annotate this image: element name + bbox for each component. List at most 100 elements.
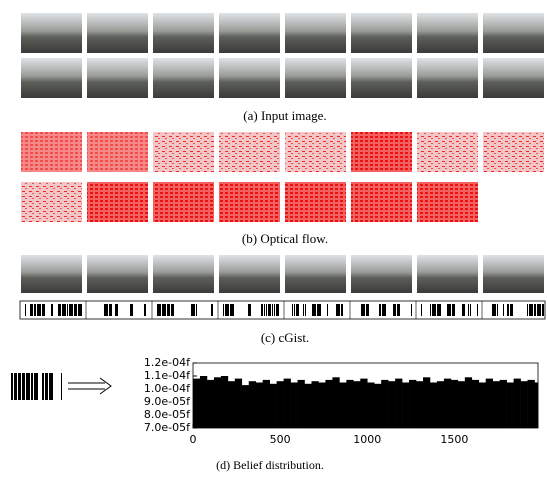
cgist-image <box>483 255 544 293</box>
barcode-stripe <box>336 304 340 316</box>
barcode-stripe <box>31 373 33 400</box>
barcode-stripe <box>272 304 273 316</box>
barcode-stripe <box>157 304 161 316</box>
bar <box>255 382 263 428</box>
input-image <box>87 58 148 98</box>
barcode-stripe <box>11 373 13 400</box>
x-tick-label: 500 <box>270 433 291 446</box>
bar <box>534 382 539 428</box>
barcode-stripe <box>42 373 44 400</box>
bar <box>513 378 521 428</box>
bar <box>241 385 250 428</box>
barcode-stripe <box>78 304 82 316</box>
images <box>11 13 546 400</box>
input-image <box>219 58 280 98</box>
barcode-stripe <box>223 304 224 316</box>
bar <box>436 381 445 428</box>
barcode-stripe <box>261 304 263 316</box>
bar <box>262 379 270 428</box>
chart: 7.0e-05f8.0e-05f9.0e-05f1.0e-04f1.1e-04f… <box>144 356 539 446</box>
caption: (c) cGist. <box>261 330 309 345</box>
caption: (d) Belief distribution. <box>216 458 324 472</box>
barcode-stripe <box>264 304 265 316</box>
barcode-stripe <box>527 304 528 316</box>
barcode-stripe <box>34 304 36 316</box>
barcode-stripe <box>196 304 197 316</box>
caption: (b) Optical flow. <box>242 231 328 246</box>
bar <box>248 381 257 428</box>
input-image <box>21 58 82 98</box>
bar <box>339 382 347 428</box>
barcode-stripe <box>30 304 33 316</box>
x-tick-label: 0 <box>190 433 197 446</box>
bar <box>499 379 507 428</box>
barcode-stripe <box>14 373 17 400</box>
bar <box>464 377 473 428</box>
flow-image <box>417 182 478 222</box>
bar <box>227 381 236 428</box>
bar <box>353 381 361 428</box>
bar <box>367 382 375 428</box>
flow-image <box>285 182 346 222</box>
input-image <box>21 13 82 53</box>
flow-image <box>219 132 280 172</box>
arrow <box>68 377 112 395</box>
barcode-stripe <box>430 304 431 316</box>
bar <box>485 378 493 428</box>
bar <box>527 379 535 428</box>
barcode-stripe <box>510 304 513 316</box>
barcode-stripe <box>303 304 304 316</box>
bar <box>193 378 201 428</box>
bar <box>325 379 333 428</box>
y-tick-label: 1.1e-04f <box>144 369 191 382</box>
barcode-stripe <box>191 304 195 316</box>
barcode-stripe <box>379 304 381 316</box>
barcode-stripe <box>542 304 544 316</box>
input-image <box>219 13 280 53</box>
y-tick-label: 1.2e-04f <box>144 356 191 369</box>
bar <box>360 378 368 428</box>
input-image <box>483 13 544 53</box>
barcode-stripe <box>162 304 166 316</box>
bar <box>478 382 487 428</box>
barcode-stripe <box>361 304 365 316</box>
bar <box>276 381 284 428</box>
bar <box>318 382 326 428</box>
cgist-image <box>87 255 148 293</box>
bar <box>381 379 389 428</box>
barcode-stripe <box>51 304 53 316</box>
barcode-stripe <box>274 304 275 316</box>
input-image <box>285 13 346 53</box>
barcode-stripe <box>366 304 369 316</box>
barcode-stripe <box>104 304 108 316</box>
barcode-stripe <box>503 304 504 316</box>
flow-image <box>483 132 544 172</box>
bar <box>492 381 500 428</box>
flow-image <box>87 182 148 222</box>
bar <box>213 377 222 428</box>
barcode-stripe <box>537 304 541 316</box>
cgist-image <box>219 255 280 293</box>
bar <box>220 376 229 428</box>
y-tick-label: 7.0e-05f <box>144 421 191 434</box>
input-image <box>351 58 412 98</box>
flow-image <box>417 132 478 172</box>
flow-image <box>153 132 214 172</box>
barcode-stripe <box>447 304 451 316</box>
barcode-stripe <box>296 304 299 316</box>
flow-image <box>285 132 346 172</box>
barcode-stripe <box>507 304 509 316</box>
bar <box>304 383 312 428</box>
barcode-stripe <box>462 304 465 316</box>
barcode-stripe <box>529 304 533 316</box>
bar <box>206 379 215 428</box>
cgist-image <box>351 255 412 293</box>
barcode-stripe <box>167 304 170 316</box>
y-tick-label: 8.0e-05f <box>144 408 191 421</box>
barcode-stripe <box>341 304 343 316</box>
flow-image <box>153 182 214 222</box>
barcode-stripe <box>37 304 41 316</box>
flow-image <box>87 132 148 172</box>
barcode-stripe <box>292 304 293 316</box>
